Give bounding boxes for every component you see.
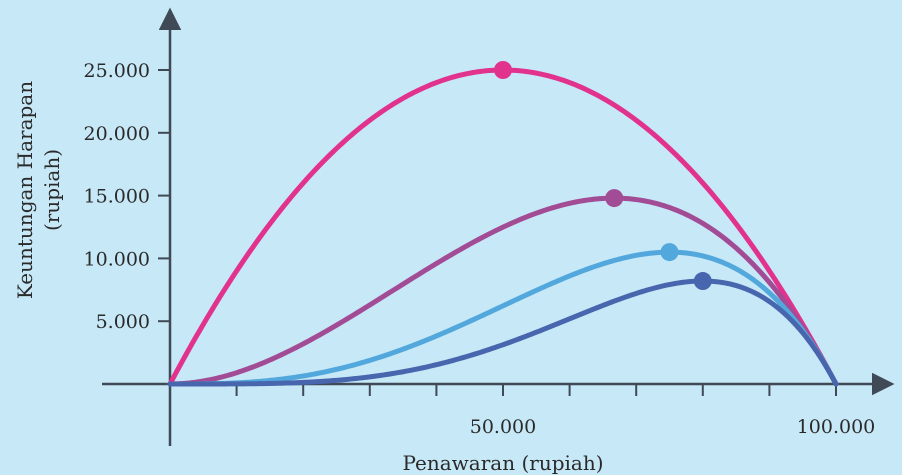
max-point-markers	[494, 61, 712, 291]
y-tick-label: 10.000	[84, 248, 150, 270]
y-axis-title-line-1: Keuntungan Harapan	[13, 81, 37, 299]
y-axis-title-line-2: (rupiah)	[40, 149, 64, 231]
max-point-2	[605, 189, 624, 208]
series-curves	[167, 67, 839, 387]
series-curve-2	[167, 195, 839, 387]
x-axis-title: Penawaran (rupiah)	[402, 451, 603, 475]
x-tick-label: 100.000	[797, 416, 876, 438]
y-ticks: 5.000 10.000 15.000 20.000 25.000	[84, 60, 170, 333]
series-curve-3	[167, 249, 839, 387]
series-curve-4	[167, 278, 839, 387]
y-tick-label: 15.000	[84, 186, 150, 208]
x-tick-label: 50.000	[470, 416, 536, 438]
max-point-3	[660, 243, 679, 262]
y-axis-title: Keuntungan Harapan (rupiah)	[13, 81, 64, 299]
y-tick-label: 5.000	[96, 311, 150, 333]
max-point-4	[693, 272, 712, 291]
x-ticks: 50.000 100.000	[235, 384, 876, 438]
y-tick-label: 25.000	[84, 60, 150, 82]
max-point-1	[494, 61, 512, 79]
y-tick-label: 20.000	[84, 123, 150, 145]
